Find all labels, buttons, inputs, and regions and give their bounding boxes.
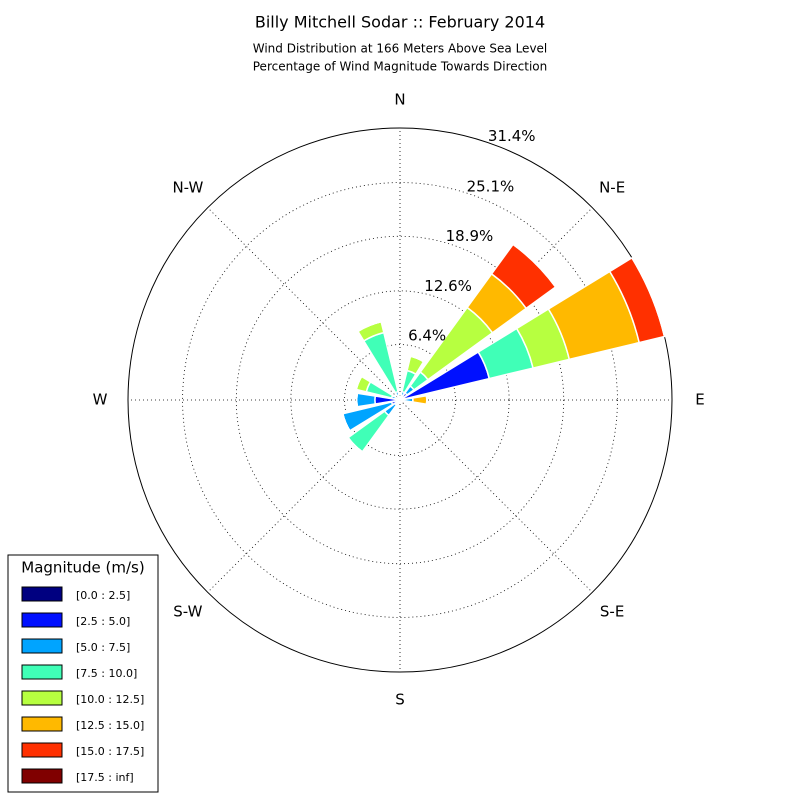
spoke <box>208 208 400 400</box>
r-tick-label: 6.4% <box>408 327 446 345</box>
legend-label: [7.5 : 10.0] <box>76 667 137 680</box>
r-tick-label: 12.6% <box>424 277 472 295</box>
r-tick-label: 25.1% <box>467 177 515 195</box>
chart-title: Billy Mitchell Sodar :: February 2014 <box>255 13 545 32</box>
legend-swatch <box>22 665 62 679</box>
legend-swatch <box>22 639 62 653</box>
r-tick-label: 31.4% <box>488 127 536 145</box>
legend-label: [12.5 : 15.0] <box>76 719 144 732</box>
legend-label: [17.5 : inf] <box>76 771 134 784</box>
direction-label: E <box>695 391 704 409</box>
direction-label: N-W <box>172 178 203 196</box>
bar-segment <box>404 398 413 402</box>
legend-swatch <box>22 769 62 783</box>
legend-swatch <box>22 613 62 627</box>
chart-subtitle: Wind Distribution at 166 Meters Above Se… <box>253 42 548 56</box>
direction-label: W <box>93 391 108 409</box>
legend-swatch <box>22 717 62 731</box>
direction-label: S-W <box>173 603 202 621</box>
r-tick-label: 18.9% <box>446 227 494 245</box>
bar-segment <box>357 393 376 407</box>
direction-label: N-E <box>599 178 625 196</box>
spoke <box>400 400 592 592</box>
legend-label: [10.0 : 12.5] <box>76 693 144 706</box>
legend-swatch <box>22 691 62 705</box>
legend-label: [0.0 : 2.5] <box>76 589 130 602</box>
direction-label: S <box>395 691 405 709</box>
direction-label: S-E <box>600 603 624 621</box>
legend-swatch <box>22 743 62 757</box>
direction-label: N <box>394 91 405 109</box>
bar-segment <box>357 393 358 407</box>
legend-label: [5.0 : 7.5] <box>76 641 130 654</box>
legend-title: Magnitude (m/s) <box>21 559 144 577</box>
chart-subtitle: Percentage of Wind Magnitude Towards Dir… <box>253 60 547 74</box>
legend-label: [15.0 : 17.5] <box>76 745 144 758</box>
bar-segment <box>413 396 427 404</box>
legend-swatch <box>22 587 62 601</box>
legend-label: [2.5 : 5.0] <box>76 615 130 628</box>
